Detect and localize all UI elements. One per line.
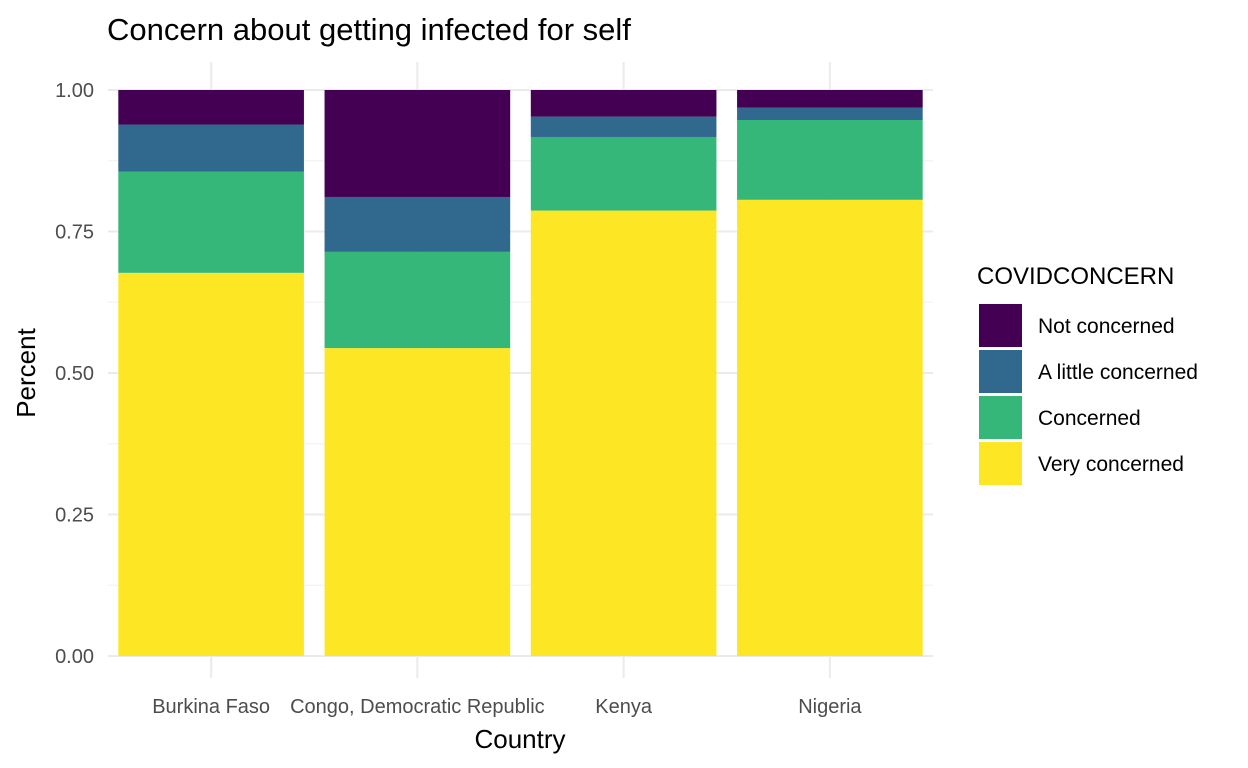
y-tick-label: 0.00	[55, 646, 94, 668]
x-axis: Burkina Faso Congo, Democratic Republic Ke…	[152, 696, 862, 718]
legend-swatch	[979, 304, 1022, 347]
bar-congo-democratic-republic-concerned	[324, 251, 511, 349]
bar-nigeria-very-concerned	[737, 199, 923, 656]
y-tick-label: 0.50	[55, 363, 94, 385]
bar-kenya-very-concerned	[530, 210, 717, 657]
legend-swatch	[979, 442, 1022, 485]
legend-label: A little concerned	[1038, 361, 1198, 384]
bar-nigeria-concerned	[737, 119, 923, 200]
legend-item-concerned: Concerned	[979, 396, 1141, 439]
bar-kenya-concerned	[530, 136, 717, 211]
x-axis-title: Country	[474, 724, 565, 754]
y-tick-label: 1.00	[55, 80, 94, 102]
legend-label: Not concerned	[1038, 315, 1175, 338]
bar-burkina-faso-very-concerned	[118, 272, 304, 656]
legend-label: Concerned	[1038, 407, 1141, 430]
y-tick-label: 0.25	[55, 505, 94, 527]
bar-congo-democratic-republic-not-concerned	[324, 90, 511, 197]
bar-burkina-faso-a-little-concerned	[118, 124, 304, 172]
x-tick-label: Kenya	[595, 696, 653, 718]
bar-burkina-faso-not-concerned	[118, 90, 304, 125]
legend-item-a-little-concerned: A little concerned	[979, 350, 1198, 393]
y-tick-label: 0.75	[55, 222, 94, 244]
bar-congo-democratic-republic-a-little-concerned	[324, 196, 511, 252]
y-axis-title: Percent	[11, 327, 41, 417]
legend: COVIDCONCERN Not concerned A little conce…	[977, 263, 1198, 485]
bar-congo-democratic-republic-very-concerned	[324, 348, 511, 656]
x-tick-label: Congo, Democratic Republic	[290, 696, 545, 718]
chart-title: Concern about getting infected for self	[107, 12, 631, 47]
y-axis: 0.00 0.25 0.50 0.75 1.00	[55, 80, 94, 668]
bar-nigeria-not-concerned	[737, 90, 923, 108]
x-tick-label: Nigeria	[798, 696, 862, 718]
legend-item-very-concerned: Very concerned	[979, 442, 1184, 485]
bar-kenya-not-concerned	[530, 90, 717, 117]
legend-swatch	[979, 350, 1022, 393]
legend-title: COVIDCONCERN	[977, 263, 1174, 290]
bars	[118, 90, 923, 657]
bar-nigeria-a-little-concerned	[737, 107, 923, 120]
legend-swatch	[979, 396, 1022, 439]
bar-burkina-faso-concerned	[118, 171, 304, 273]
x-tick-label: Burkina Faso	[152, 696, 270, 718]
legend-item-not-concerned: Not concerned	[979, 304, 1175, 347]
bar-kenya-a-little-concerned	[530, 116, 717, 137]
legend-label: Very concerned	[1038, 453, 1184, 476]
